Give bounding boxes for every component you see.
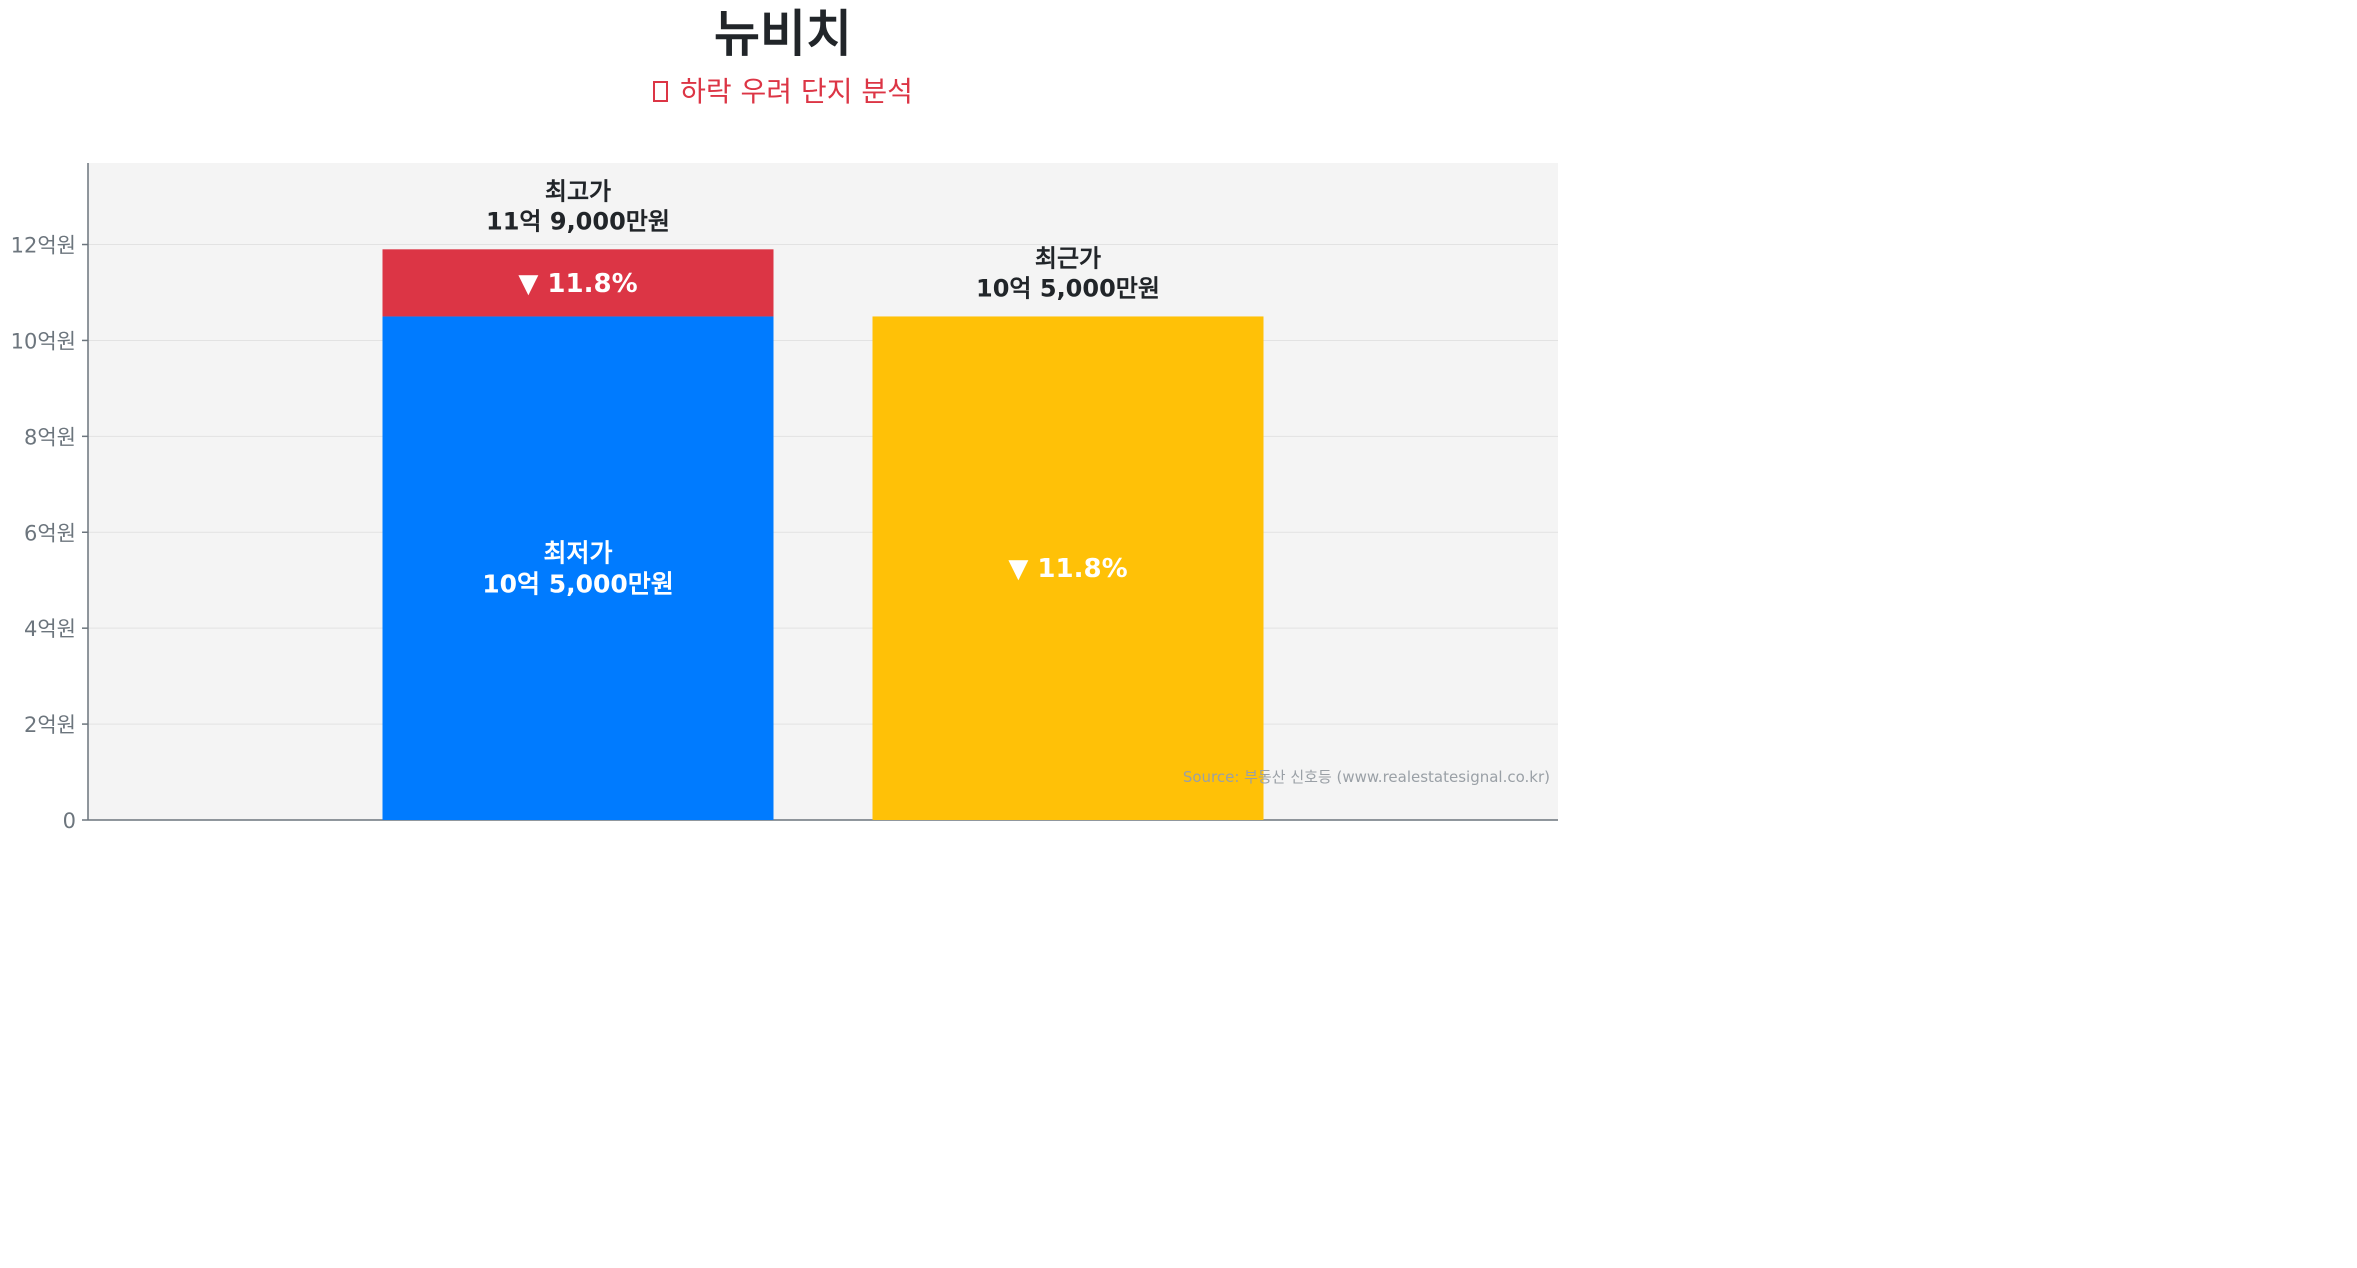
bar-segment-label: 10억 5,000만원 bbox=[482, 570, 674, 599]
source-note: Source: 부동산 신호등 (www.realestatesignal.co… bbox=[1182, 768, 1550, 786]
warning-box-icon bbox=[653, 81, 669, 102]
chart-subtitle: 하락 우려 단지 분석 bbox=[0, 70, 1566, 110]
bar-segment-label: ▼ 11.8% bbox=[1008, 554, 1127, 584]
y-tick-label: 8억원 bbox=[24, 425, 76, 449]
bar-segment bbox=[872, 316, 1264, 820]
bar-top-label: 최고가 bbox=[545, 177, 611, 205]
y-tick-label: 2억원 bbox=[24, 713, 76, 737]
bar-top-label: 10억 5,000만원 bbox=[976, 274, 1160, 302]
bar-segment bbox=[382, 249, 774, 317]
y-tick-label: 6억원 bbox=[24, 521, 76, 545]
y-tick-label: 10억원 bbox=[11, 329, 76, 353]
y-tick-label: 12억원 bbox=[11, 234, 76, 258]
bar-segment bbox=[382, 316, 774, 820]
bar-top-label: 최근가 bbox=[1035, 244, 1101, 272]
chart-title: 뉴비치 bbox=[714, 5, 852, 63]
y-tick-label: 0 bbox=[63, 809, 76, 833]
y-tick-label: 4억원 bbox=[24, 617, 76, 641]
plot-area bbox=[88, 163, 1558, 820]
bar-segment-label: 최저가 bbox=[543, 539, 612, 568]
bar-segment-label: ▼ 11.8% bbox=[518, 269, 637, 299]
bar-top-label: 11억 9,000만원 bbox=[486, 207, 670, 235]
subtitle-text: 하락 우려 단지 분석 bbox=[680, 75, 913, 108]
